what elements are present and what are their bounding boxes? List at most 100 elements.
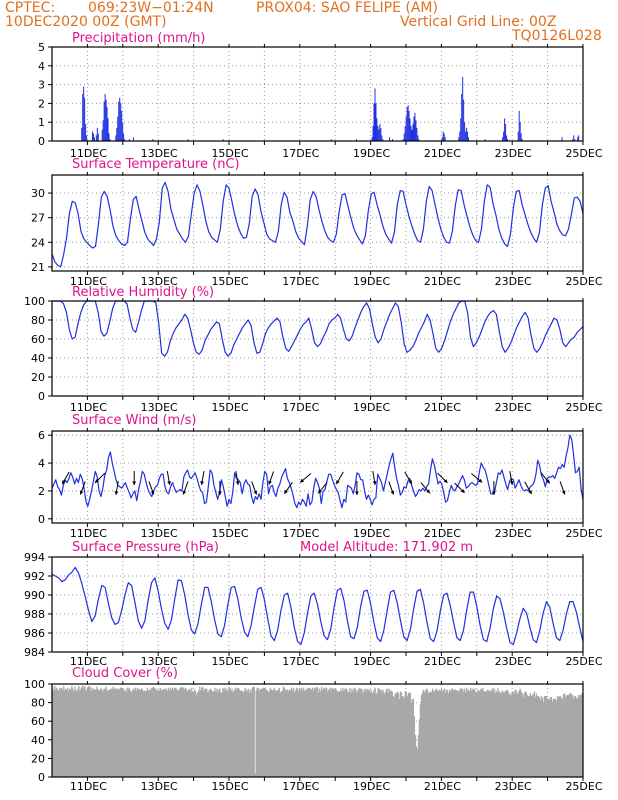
cloud-bar — [362, 693, 364, 777]
cloud-bar — [72, 688, 74, 777]
precip-bar — [82, 94, 84, 141]
wind-arrow-head-icon — [528, 490, 532, 495]
cloud-bar — [403, 697, 406, 777]
cloud-bar — [511, 691, 513, 777]
cloud-bar — [191, 687, 193, 777]
cloud-bar — [389, 691, 391, 777]
cloud-bar — [112, 686, 114, 777]
cloud-bar — [332, 688, 334, 777]
cloud-bar — [516, 694, 518, 777]
wind-arrow-head-icon — [443, 479, 448, 483]
cloud-bar — [198, 690, 200, 777]
precip-bar — [574, 139, 576, 141]
panel-2-xtick-label: 13DEC — [141, 401, 178, 414]
cloud-bar — [268, 691, 270, 777]
cloud-bar — [540, 696, 543, 777]
cloud-bar — [190, 691, 192, 777]
cloud-bar — [211, 690, 213, 777]
panel-3-xtick-label: 21DEC — [424, 527, 461, 540]
panel-2-xtick-label: 17DEC — [282, 401, 319, 414]
cloud-bar — [65, 688, 67, 777]
cloud-bar — [408, 692, 411, 777]
cloud-bar — [522, 697, 524, 777]
cloud-bar — [335, 688, 337, 777]
cloud-bar — [497, 687, 499, 777]
cloud-bar — [356, 692, 358, 777]
precip-bar — [115, 135, 117, 141]
cloud-bar — [82, 685, 84, 777]
cloud-bar — [52, 687, 54, 777]
cloud-bar — [141, 688, 144, 777]
precip-bar — [411, 129, 413, 141]
panel-2-xtick-label: 21DEC — [424, 401, 461, 414]
panel-5-xtick-label: 25DEC — [565, 780, 602, 793]
precip-bar — [132, 137, 134, 141]
cloud-bar — [535, 693, 537, 777]
cloud-bar — [483, 691, 485, 777]
cloud-bar — [557, 697, 560, 777]
cloud-bar — [550, 697, 553, 777]
cloud-bar — [339, 691, 341, 777]
precip-bar — [95, 135, 97, 141]
panel-2-ytick-label: 100 — [24, 295, 45, 308]
cloud-bar — [495, 690, 497, 777]
cloud-bar — [282, 686, 285, 777]
precip-bar — [389, 137, 391, 141]
panel-3-xtick-label: 15DEC — [211, 527, 248, 540]
cloud-bar — [571, 695, 574, 777]
precip-bar — [123, 133, 125, 141]
precip-bar — [103, 101, 105, 141]
cloud-bar — [396, 691, 398, 777]
panel-3-title: Surface Wind (m/s) — [72, 413, 196, 428]
cloud-bar — [373, 689, 375, 777]
cloud-bar — [463, 691, 465, 777]
cloud-bar — [254, 773, 256, 777]
cloud-bar — [287, 691, 290, 777]
cloud-bar — [241, 690, 243, 777]
cloud-bar — [175, 688, 178, 777]
cloud-bar — [215, 691, 217, 777]
cloud-bar — [364, 688, 366, 777]
panel-2-frame — [51, 300, 584, 397]
cloud-bar — [162, 689, 165, 777]
cloud-bar — [231, 688, 233, 777]
header-line1-left: CPTEC: — [5, 0, 56, 16]
cloud-bar — [375, 694, 377, 777]
cloud-bar — [81, 686, 83, 777]
cloud-bar — [322, 689, 324, 777]
panel-1-plot-area — [52, 175, 583, 271]
cloud-bar — [290, 687, 293, 777]
cloud-bar — [181, 687, 184, 777]
cloud-bar — [270, 689, 273, 777]
cloud-bar — [391, 691, 393, 777]
cloud-bar — [243, 691, 245, 777]
header-station-name: PROX04: SAO FELIPE (AM) — [256, 0, 438, 16]
cloud-bar — [172, 689, 175, 777]
cloud-bar — [84, 685, 86, 777]
cloud-bar — [151, 687, 154, 777]
cloud-bar — [140, 688, 143, 777]
precip-bar — [410, 125, 412, 141]
cloud-bar — [177, 690, 180, 777]
cloud-bar — [320, 691, 322, 777]
cloud-bar — [221, 692, 223, 777]
header-grid-note: Vertical Grid Line: 00Z — [400, 14, 557, 30]
precip-bar — [92, 133, 94, 141]
precip-bar — [572, 139, 574, 141]
cloud-bar — [117, 688, 119, 777]
cloud-bar — [559, 696, 562, 777]
panel-3-ytick-label: 4 — [38, 457, 45, 470]
cloud-bar — [404, 691, 407, 777]
cloud-bar — [180, 686, 183, 777]
cloud-bar — [352, 691, 354, 777]
cloud-bar — [148, 689, 151, 777]
cloud-bar — [260, 689, 262, 777]
precip-bar — [409, 118, 411, 141]
panel-0-xtick-label: 19DEC — [353, 147, 390, 160]
cloud-bar — [197, 692, 199, 777]
cloud-bar — [443, 688, 446, 777]
wind-arrow-head-icon — [561, 490, 566, 495]
panel-1-xtick-label: 23DEC — [495, 275, 532, 288]
precip-bar — [561, 137, 563, 141]
cloud-bar — [297, 691, 300, 777]
